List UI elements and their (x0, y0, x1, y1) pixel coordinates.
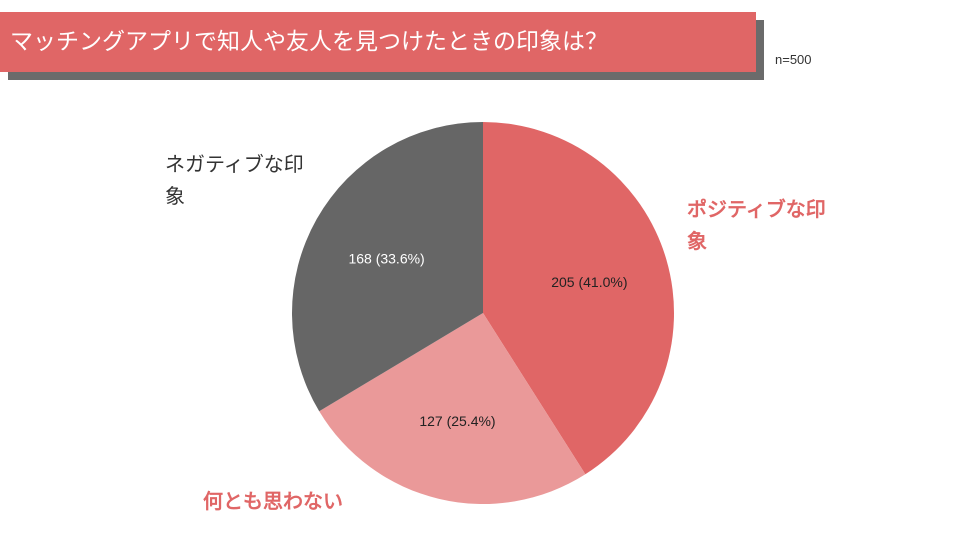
pie-slice-1 (483, 122, 674, 475)
pie-slice-2 (319, 313, 586, 504)
slice-data-label-2: 127 (25.4%) (419, 413, 495, 429)
category-label-negative: ネガティブな印象 (165, 152, 304, 208)
slice-data-label-1: 205 (41.0%) (551, 274, 627, 290)
sample-size: n=500 (775, 52, 812, 67)
page-title: マッチングアプリで知人や友人を見つけたときの印象は？ (0, 12, 756, 72)
category-label-neutral: 何とも思わない (203, 489, 343, 513)
pie-slice-3 (292, 122, 483, 412)
slice-data-label-3: 168 (33.6%) (348, 250, 424, 266)
category-label-positive: ポジティブな印象 (687, 197, 826, 253)
